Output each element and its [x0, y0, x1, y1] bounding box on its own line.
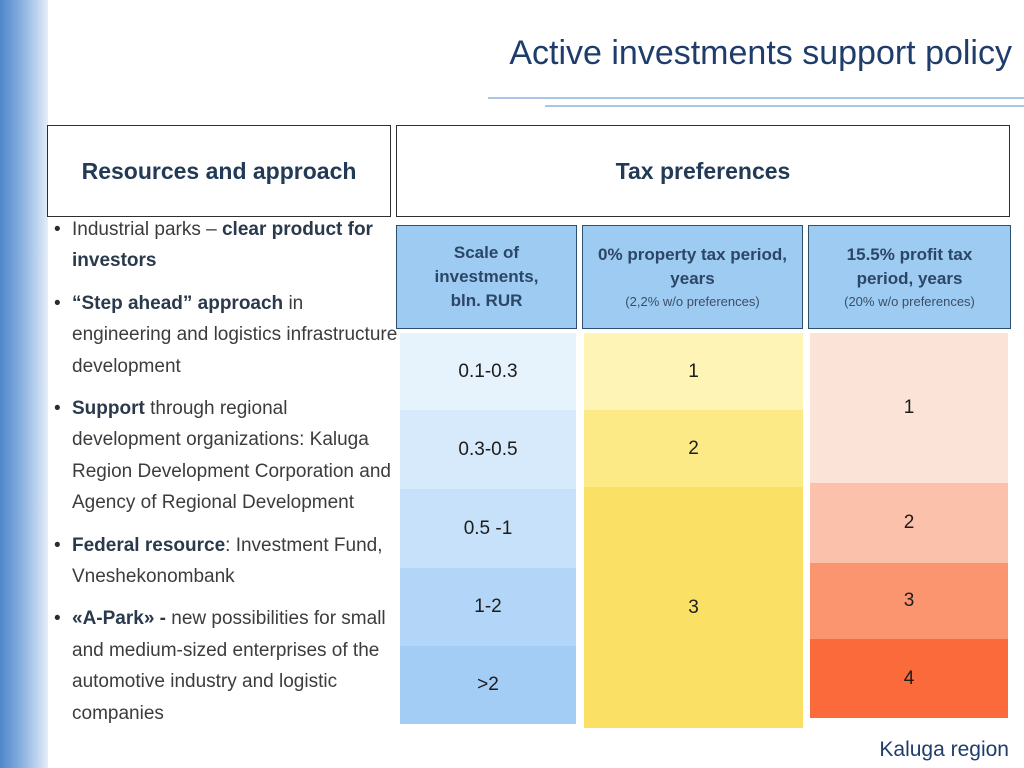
bullet-federal-resource: Federal resource: Investment Fund, Vnesh… — [54, 530, 399, 593]
bullet-step-ahead: “Step ahead” approach in engineering and… — [54, 288, 399, 382]
bullet-support: Support through regional development org… — [54, 393, 399, 519]
property-tax-cell: 2 — [584, 410, 803, 487]
resources-title: Resources and approach — [81, 157, 357, 184]
resources-box: Resources and approach — [47, 125, 391, 217]
scale-cell: 0.3-0.5 — [400, 410, 576, 489]
profit-tax-cell: 1 — [810, 333, 1008, 483]
tax-preferences-box: Tax preferences — [396, 125, 1010, 217]
resources-bullet-list: Industrial parks – clear product for inv… — [54, 214, 399, 740]
scale-cell: >2 — [400, 646, 576, 724]
side-accent-bar — [0, 0, 48, 768]
header-scale-label: Scale of investments, bln. RUR — [434, 243, 539, 310]
profit-tax-cell: 2 — [810, 483, 1008, 563]
scale-cell: 0.1-0.3 — [400, 333, 576, 410]
header-profit-note: (20% w/o preferences) — [844, 294, 975, 309]
region-footer: Kaluga region — [879, 738, 1009, 761]
header-profit-label: 15.5% profit tax period, years — [846, 245, 973, 288]
profit-tax-cell: 4 — [810, 639, 1008, 718]
bullet-a-park: «A-Park» - new possibilities for small a… — [54, 603, 399, 729]
header-property-tax: 0% property tax period, years (2,2% w/o … — [582, 225, 803, 329]
scale-cell: 1-2 — [400, 568, 576, 646]
property-tax-cell: 1 — [584, 333, 803, 410]
header-scale-of-investments: Scale of investments, bln. RUR — [396, 225, 577, 329]
title-rule-lower — [545, 105, 1024, 107]
header-property-note: (2,2% w/o preferences) — [625, 294, 760, 309]
title-rule-upper — [488, 97, 1024, 99]
slide-title: Active investments support policy — [509, 34, 1012, 72]
header-property-label: 0% property tax period, years — [598, 245, 787, 288]
header-profit-tax: 15.5% profit tax period, years (20% w/o … — [808, 225, 1011, 329]
tax-preferences-title: Tax preferences — [615, 157, 791, 184]
property-tax-cell: 3 — [584, 487, 803, 728]
bullet-industrial-parks: Industrial parks – clear product for inv… — [54, 214, 399, 277]
scale-cell: 0.5 -1 — [400, 489, 576, 568]
profit-tax-cell: 3 — [810, 563, 1008, 639]
